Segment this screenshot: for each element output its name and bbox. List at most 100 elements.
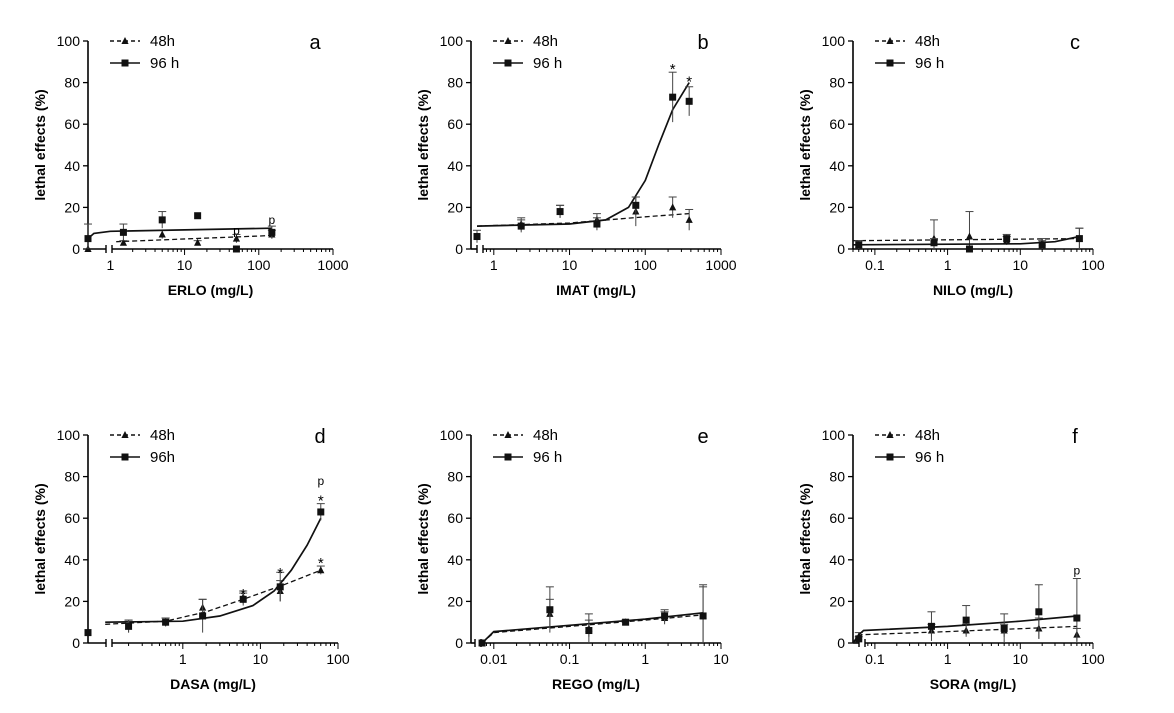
data-point <box>855 241 863 249</box>
data-point <box>158 230 166 238</box>
x-tick-label: 1 <box>490 257 498 273</box>
y-tick-label: 60 <box>447 510 463 526</box>
triangle-marker-icon <box>504 37 512 44</box>
y-tick-label: 0 <box>72 635 80 651</box>
data-point <box>239 595 247 603</box>
y-axis-label: lethal effects (%) <box>32 483 48 594</box>
legend-entry: 48h <box>875 427 940 444</box>
significance-mark: p <box>1074 563 1081 577</box>
data-point <box>669 203 677 211</box>
data-point <box>669 93 677 101</box>
y-tick-label: 20 <box>829 199 845 215</box>
data-point <box>685 97 693 105</box>
legend-label: 48h <box>150 427 175 444</box>
series-96h <box>852 227 1084 253</box>
data-point <box>965 245 973 253</box>
x-axis-label: IMAT (mg/L) <box>556 282 636 298</box>
x-tick-label: 0.1 <box>560 651 580 667</box>
x-tick-label: 10 <box>713 651 729 667</box>
data-point <box>162 618 170 626</box>
square-marker-icon <box>504 59 512 67</box>
series-96h <box>84 503 325 637</box>
y-tick-label: 0 <box>455 241 463 257</box>
data-point <box>661 612 669 620</box>
y-tick-label: 20 <box>447 199 463 215</box>
data-point <box>478 639 486 647</box>
y-tick-label: 0 <box>837 635 845 651</box>
legend-entry: 96h <box>110 449 175 466</box>
y-tick-label: 100 <box>57 33 81 49</box>
x-axis-label: ERLO (mg/L) <box>168 282 254 298</box>
data-point <box>84 235 92 243</box>
x-axis-label: DASA (mg/L) <box>170 676 256 692</box>
legend-entry: 96 h <box>875 55 944 72</box>
data-point <box>158 216 166 224</box>
legend-entry: 96 h <box>110 55 179 72</box>
y-tick-label: 60 <box>829 510 845 526</box>
y-tick-label: 40 <box>447 552 463 568</box>
data-point <box>556 208 564 216</box>
data-point <box>1000 624 1008 632</box>
significance-mark: p <box>269 213 276 227</box>
data-point <box>473 233 481 241</box>
y-tick-label: 0 <box>72 241 80 257</box>
x-tick-label: 10 <box>177 257 193 273</box>
x-axis-label: SORA (mg/L) <box>930 676 1017 692</box>
y-tick-label: 100 <box>440 427 464 443</box>
y-axis-label: lethal effects (%) <box>415 89 431 200</box>
significance-mark: p <box>317 474 324 488</box>
y-tick-label: 40 <box>829 552 845 568</box>
legend-entry: 96 h <box>493 449 562 466</box>
data-point <box>517 222 525 230</box>
legend-label: 48h <box>915 427 940 444</box>
y-tick-label: 20 <box>64 593 80 609</box>
x-tick-label: 10 <box>253 651 269 667</box>
data-point <box>965 232 974 240</box>
x-tick-label: 1 <box>944 651 952 667</box>
legend-entry: 96 h <box>493 55 562 72</box>
data-point <box>1003 235 1011 243</box>
significance-mark: * <box>240 586 246 603</box>
y-tick-label: 40 <box>64 552 80 568</box>
y-tick-label: 40 <box>64 158 80 174</box>
data-point <box>685 215 693 223</box>
legend-entry: 48h <box>110 33 175 50</box>
data-point <box>622 618 630 626</box>
y-tick-label: 0 <box>455 635 463 651</box>
y-axis-label: lethal effects (%) <box>797 89 813 200</box>
data-point <box>194 212 202 220</box>
square-marker-icon <box>886 453 894 461</box>
data-point <box>1075 235 1083 243</box>
data-point <box>1038 241 1046 249</box>
legend-label: 48h <box>915 33 940 50</box>
fit-curve <box>476 212 690 227</box>
x-tick-label: 100 <box>1081 651 1105 667</box>
x-tick-label: 0.01 <box>480 651 507 667</box>
data-point <box>125 622 133 630</box>
legend-label: 96h <box>150 449 175 466</box>
y-tick-label: 80 <box>64 469 80 485</box>
x-tick-label: 1000 <box>317 257 348 273</box>
y-tick-label: 80 <box>829 75 845 91</box>
data-point <box>119 238 128 246</box>
panel-d: 0 20 40 60 80 100 1 10 100 DASA (mg/L) lethal effe… <box>32 426 350 692</box>
data-point <box>593 220 601 228</box>
panel-letter: d <box>314 426 325 448</box>
data-point <box>268 228 276 236</box>
y-tick-label: 80 <box>447 469 463 485</box>
y-tick-label: 80 <box>829 469 845 485</box>
legend-label: 96 h <box>915 55 944 72</box>
significance-mark: * <box>670 61 676 78</box>
y-tick-label: 100 <box>440 33 464 49</box>
fit-curve <box>116 234 272 243</box>
panel-b: 0 20 40 60 80 100 1 10 100 1000 IMAT (mg/L) lethal … <box>415 32 737 298</box>
legend-label: 48h <box>150 33 175 50</box>
data-point <box>699 612 707 620</box>
data-point <box>927 622 935 630</box>
x-tick-label: 1 <box>106 257 114 273</box>
triangle-marker-icon <box>886 431 894 438</box>
y-tick-label: 100 <box>822 427 846 443</box>
square-marker-icon <box>886 59 894 67</box>
panel-letter: b <box>697 32 708 54</box>
y-tick-label: 100 <box>822 33 846 49</box>
